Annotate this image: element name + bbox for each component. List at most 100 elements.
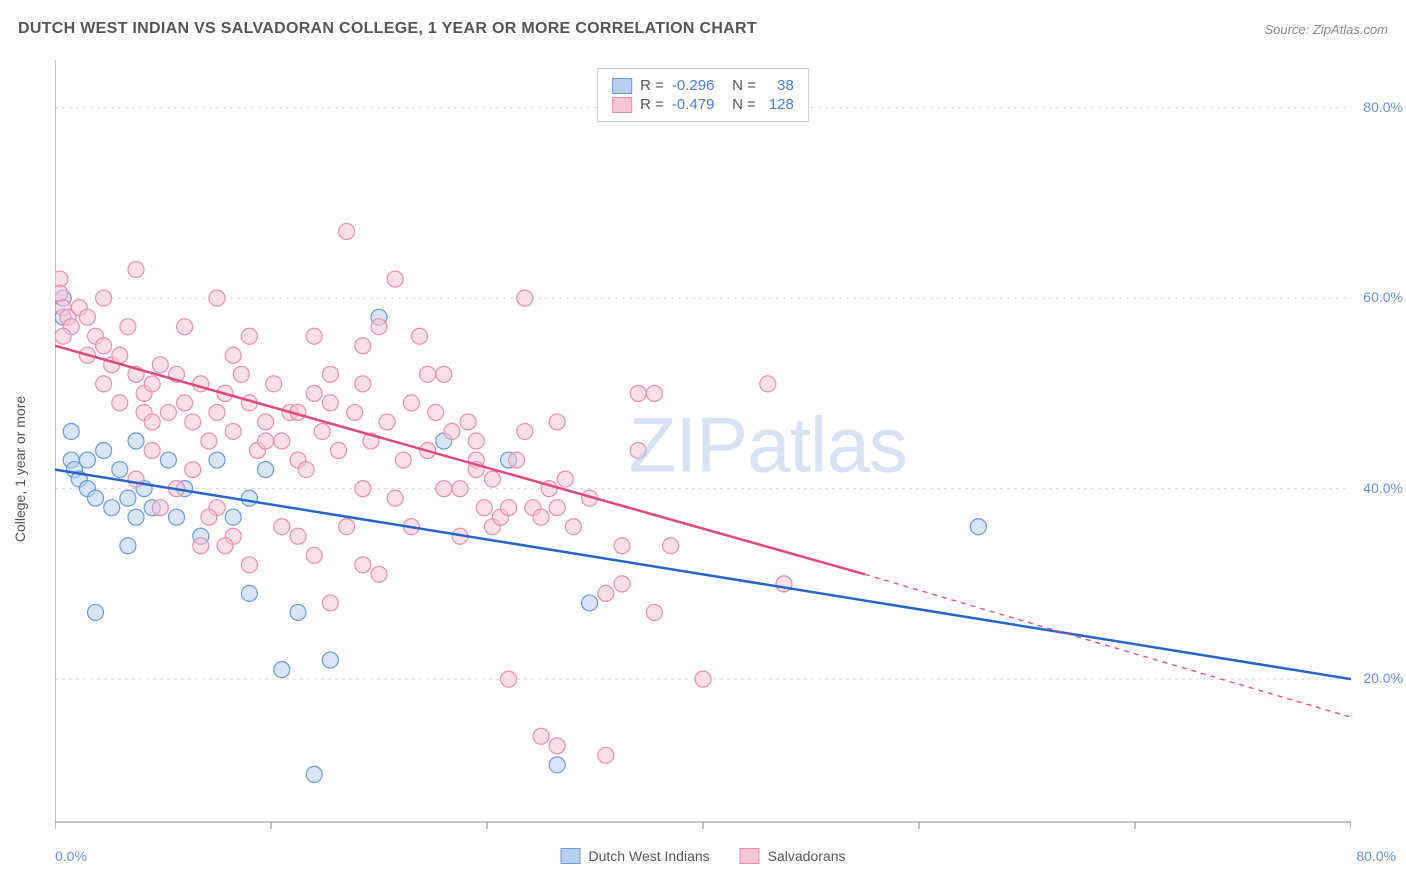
data-point [339, 519, 355, 535]
data-point [225, 347, 241, 363]
trend-line [55, 470, 1351, 680]
data-point [217, 538, 233, 554]
chart-title: DUTCH WEST INDIAN VS SALVADORAN COLLEGE,… [18, 20, 757, 38]
stats-row: R =-0.479 N =128 [612, 96, 794, 113]
n-value: 38 [764, 77, 794, 94]
data-point [387, 271, 403, 287]
data-point [152, 500, 168, 516]
axis-tick: 60.0% [1363, 289, 1403, 305]
data-point [177, 319, 193, 335]
data-point [517, 423, 533, 439]
n-label: N = [728, 96, 756, 113]
data-point [185, 462, 201, 478]
data-point [169, 509, 185, 525]
legend-label: Dutch West Indians [589, 848, 710, 864]
data-point [614, 576, 630, 592]
data-point [112, 462, 128, 478]
data-point [55, 285, 68, 301]
legend-item: Salvadorans [740, 848, 846, 864]
data-point [233, 366, 249, 382]
data-point [549, 757, 565, 773]
data-point [630, 443, 646, 459]
scatter-plot [55, 60, 1351, 862]
data-point [112, 395, 128, 411]
data-point [468, 433, 484, 449]
data-point [436, 366, 452, 382]
data-point [96, 290, 112, 306]
data-point [533, 728, 549, 744]
data-point [63, 423, 79, 439]
data-point [614, 538, 630, 554]
data-point [241, 328, 257, 344]
data-point [452, 481, 468, 497]
data-point [501, 500, 517, 516]
data-point [128, 262, 144, 278]
n-label: N = [728, 77, 756, 94]
legend-item: Dutch West Indians [561, 848, 710, 864]
data-point [371, 566, 387, 582]
data-point [322, 595, 338, 611]
data-point [760, 376, 776, 392]
y-axis-label: College, 1 year or more [12, 396, 28, 542]
data-point [347, 404, 363, 420]
data-point [331, 443, 347, 459]
data-point [412, 328, 428, 344]
axis-tick: 40.0% [1363, 480, 1403, 496]
data-point [201, 509, 217, 525]
data-point [306, 766, 322, 782]
data-point [476, 500, 492, 516]
data-point [387, 490, 403, 506]
legend-swatch [740, 848, 760, 864]
data-point [533, 509, 549, 525]
legend-swatch [612, 78, 632, 94]
data-point [112, 347, 128, 363]
data-point [565, 519, 581, 535]
data-point [274, 433, 290, 449]
data-point [104, 500, 120, 516]
correlation-stats-legend: R =-0.296 N =38R =-0.479 N =128 [597, 68, 809, 122]
data-point [322, 395, 338, 411]
data-point [160, 404, 176, 420]
data-point [209, 452, 225, 468]
data-point [598, 585, 614, 601]
data-point [144, 376, 160, 392]
data-point [185, 414, 201, 430]
data-point [355, 481, 371, 497]
data-point [598, 747, 614, 763]
data-point [582, 595, 598, 611]
data-point [549, 500, 565, 516]
data-point [79, 309, 95, 325]
data-point [241, 490, 257, 506]
data-point [420, 366, 436, 382]
data-point [96, 443, 112, 459]
source-attribution: Source: ZipAtlas.com [1264, 22, 1388, 37]
data-point [290, 528, 306, 544]
data-point [306, 547, 322, 563]
data-point [484, 471, 500, 487]
trend-line-extrapolated [865, 574, 1351, 717]
data-point [225, 509, 241, 525]
data-point [395, 452, 411, 468]
data-point [355, 376, 371, 392]
data-point [371, 319, 387, 335]
stats-row: R =-0.296 N =38 [612, 77, 794, 94]
legend-swatch [561, 848, 581, 864]
data-point [274, 662, 290, 678]
legend-swatch [612, 97, 632, 113]
data-point [144, 414, 160, 430]
data-point [144, 443, 160, 459]
data-point [266, 376, 282, 392]
data-point [96, 338, 112, 354]
data-point [646, 604, 662, 620]
data-point [970, 519, 986, 535]
data-point [160, 452, 176, 468]
axis-tick: 80.0% [1356, 848, 1396, 864]
data-point [322, 652, 338, 668]
data-point [339, 223, 355, 239]
data-point [201, 433, 217, 449]
data-point [128, 433, 144, 449]
data-point [306, 385, 322, 401]
r-label: R = [640, 77, 664, 94]
data-point [322, 366, 338, 382]
data-point [177, 395, 193, 411]
